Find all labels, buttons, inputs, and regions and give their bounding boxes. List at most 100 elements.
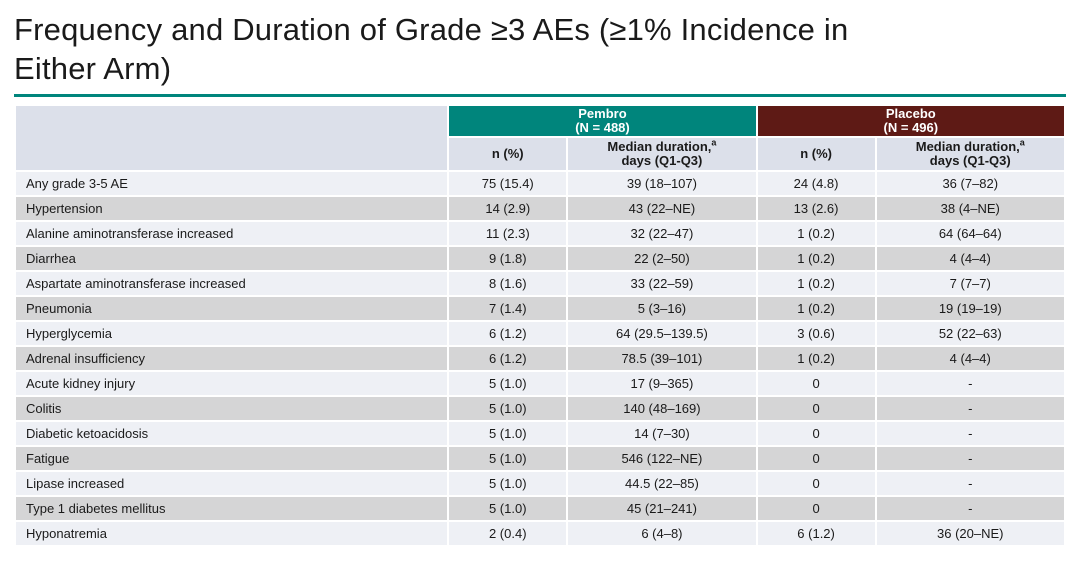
pembro-n-cell: 7 (1.4) xyxy=(449,297,567,320)
ae-name-cell: Hyponatremia xyxy=(16,522,448,545)
pembro-duration-cell: 64 (29.5–139.5) xyxy=(568,322,756,345)
group-header-pembro: Pembro (N = 488) xyxy=(449,106,756,136)
pembro-duration-cell: 33 (22–59) xyxy=(568,272,756,295)
pembro-n-cell: 5 (1.0) xyxy=(449,397,567,420)
placebo-n-cell: 1 (0.2) xyxy=(757,347,875,370)
pembro-n-cell: 5 (1.0) xyxy=(449,472,567,495)
page-title: Frequency and Duration of Grade ≥3 AEs (… xyxy=(14,12,849,86)
placebo-duration-cell: - xyxy=(876,497,1064,520)
pembro-duration-cell: 140 (48–169) xyxy=(568,397,756,420)
footnote-marker-a: a xyxy=(711,137,717,148)
pembro-n-cell: 5 (1.0) xyxy=(449,447,567,470)
table-row: Type 1 diabetes mellitus 5 (1.0) 45 (21–24… xyxy=(16,497,1064,520)
placebo-n-cell: 0 xyxy=(757,472,875,495)
pembro-duration-cell: 78.5 (39–101) xyxy=(568,347,756,370)
placebo-duration-cell: - xyxy=(876,472,1064,495)
placebo-n-pct-header: n (%) xyxy=(757,138,875,170)
pembro-n-cell: 75 (15.4) xyxy=(449,172,567,195)
pembro-n-cell: 5 (1.0) xyxy=(449,372,567,395)
placebo-n-cell: 1 (0.2) xyxy=(757,247,875,270)
placebo-duration-cell: 4 (4–4) xyxy=(876,247,1064,270)
pembro-duration-cell: 43 (22–NE) xyxy=(568,197,756,220)
pembro-n-cell: 8 (1.6) xyxy=(449,272,567,295)
pembro-duration-cell: 39 (18–107) xyxy=(568,172,756,195)
ae-name-cell: Adrenal insufficiency xyxy=(16,347,448,370)
corner-cell xyxy=(16,106,448,170)
table-body: Any grade 3-5 AE 75 (15.4) 39 (18–107) 24 (… xyxy=(16,172,1064,545)
pembro-duration-cell: 44.5 (22–85) xyxy=(568,472,756,495)
placebo-n-cell: 6 (1.2) xyxy=(757,522,875,545)
ae-name-cell: Aspartate aminotransferase increased xyxy=(16,272,448,295)
placebo-duration-cell: - xyxy=(876,422,1064,445)
placebo-duration-cell: 7 (7–7) xyxy=(876,272,1064,295)
ae-name-cell: Pneumonia xyxy=(16,297,448,320)
pembro-group-name: Pembro xyxy=(578,106,627,121)
pembro-n-cell: 5 (1.0) xyxy=(449,497,567,520)
ae-name-cell: Fatigue xyxy=(16,447,448,470)
pembro-n-cell: 14 (2.9) xyxy=(449,197,567,220)
table-row: Hyponatremia 2 (0.4) 6 (4–8) 6 (1.2) 36 (20–… xyxy=(16,522,1064,545)
table-row: Pneumonia 7 (1.4) 5 (3–16) 1 (0.2) 19 (19–19… xyxy=(16,297,1064,320)
pembro-duration-cell: 17 (9–365) xyxy=(568,372,756,395)
ae-name-cell: Colitis xyxy=(16,397,448,420)
placebo-duration-cell: 36 (7–82) xyxy=(876,172,1064,195)
pembro-duration-cell: 45 (21–241) xyxy=(568,497,756,520)
placebo-duration-cell: 4 (4–4) xyxy=(876,347,1064,370)
table-row: Lipase increased 5 (1.0) 44.5 (22–85) 0- xyxy=(16,472,1064,495)
slide: Frequency and Duration of Grade ≥3 AEs (… xyxy=(14,12,1066,547)
placebo-duration-cell: - xyxy=(876,447,1064,470)
placebo-n-cell: 0 xyxy=(757,497,875,520)
placebo-n-cell: 0 xyxy=(757,447,875,470)
table-row: Diarrhea 9 (1.8) 22 (2–50) 1 (0.2) 4 (4–4) xyxy=(16,247,1064,270)
pembro-duration-cell: 14 (7–30) xyxy=(568,422,756,445)
table-row: Diabetic ketoacidosis 5 (1.0) 14 (7–30) 0- xyxy=(16,422,1064,445)
ae-name-cell: Type 1 diabetes mellitus xyxy=(16,497,448,520)
ae-name-cell: Lipase increased xyxy=(16,472,448,495)
placebo-duration-cell: - xyxy=(876,397,1064,420)
placebo-n-cell: 0 xyxy=(757,422,875,445)
pembro-n-cell: 5 (1.0) xyxy=(449,422,567,445)
pembro-n-cell: 6 (1.2) xyxy=(449,347,567,370)
table-row: Adrenal insufficiency 6 (1.2) 78.5 (39–101… xyxy=(16,347,1064,370)
placebo-duration-cell: 36 (20–NE) xyxy=(876,522,1064,545)
group-header-placebo: Placebo (N = 496) xyxy=(757,106,1064,136)
placebo-n-cell: 1 (0.2) xyxy=(757,272,875,295)
pembro-group-n: (N = 488) xyxy=(575,120,630,135)
placebo-duration-cell: 52 (22–63) xyxy=(876,322,1064,345)
placebo-median-duration-header: Median duration,a days (Q1-Q3) xyxy=(876,137,1064,170)
table-header: Pembro (N = 488) Placebo (N = 496) n (%)… xyxy=(16,106,1064,170)
placebo-group-name: Placebo xyxy=(885,106,936,121)
table-row: Any grade 3-5 AE 75 (15.4) 39 (18–107) 24 (… xyxy=(16,172,1064,195)
ae-table: Pembro (N = 488) Placebo (N = 496) n (%)… xyxy=(14,104,1066,547)
placebo-group-n: (N = 496) xyxy=(883,120,939,135)
table-row: Fatigue 5 (1.0) 546 (122–NE) 0- xyxy=(16,447,1064,470)
placebo-n-cell: 13 (2.6) xyxy=(757,197,875,220)
pembro-n-cell: 11 (2.3) xyxy=(449,222,567,245)
table-row: Hypertension 14 (2.9) 43 (22–NE) 13 (2.6) 38… xyxy=(16,197,1064,220)
table-row: Acute kidney injury 5 (1.0) 17 (9–365) 0- xyxy=(16,372,1064,395)
placebo-duration-cell: - xyxy=(876,372,1064,395)
placebo-duration-cell: 64 (64–64) xyxy=(876,222,1064,245)
placebo-n-cell: 0 xyxy=(757,372,875,395)
ae-name-cell: Hypertension xyxy=(16,197,448,220)
table-row: Colitis 5 (1.0) 140 (48–169) 0- xyxy=(16,397,1064,420)
footnote-marker-a: a xyxy=(1019,137,1025,148)
pembro-n-cell: 2 (0.4) xyxy=(449,522,567,545)
pembro-n-pct-header: n (%) xyxy=(449,138,567,170)
pembro-duration-cell: 5 (3–16) xyxy=(568,297,756,320)
placebo-n-cell: 1 (0.2) xyxy=(757,222,875,245)
ae-name-cell: Acute kidney injury xyxy=(16,372,448,395)
table-row: Hyperglycemia 6 (1.2) 64 (29.5–139.5) 3 (0.… xyxy=(16,322,1064,345)
pembro-median-duration-header: Median duration,a days (Q1-Q3) xyxy=(568,137,756,170)
pembro-n-cell: 9 (1.8) xyxy=(449,247,567,270)
pembro-duration-cell: 22 (2–50) xyxy=(568,247,756,270)
pembro-n-cell: 6 (1.2) xyxy=(449,322,567,345)
pembro-duration-cell: 6 (4–8) xyxy=(568,522,756,545)
ae-name-cell: Diarrhea xyxy=(16,247,448,270)
placebo-duration-cell: 19 (19–19) xyxy=(876,297,1064,320)
table-row: Aspartate aminotransferase increased 8 (1… xyxy=(16,272,1064,295)
placebo-n-cell: 24 (4.8) xyxy=(757,172,875,195)
ae-name-cell: Hyperglycemia xyxy=(16,322,448,345)
pembro-duration-cell: 546 (122–NE) xyxy=(568,447,756,470)
ae-name-cell: Alanine aminotransferase increased xyxy=(16,222,448,245)
